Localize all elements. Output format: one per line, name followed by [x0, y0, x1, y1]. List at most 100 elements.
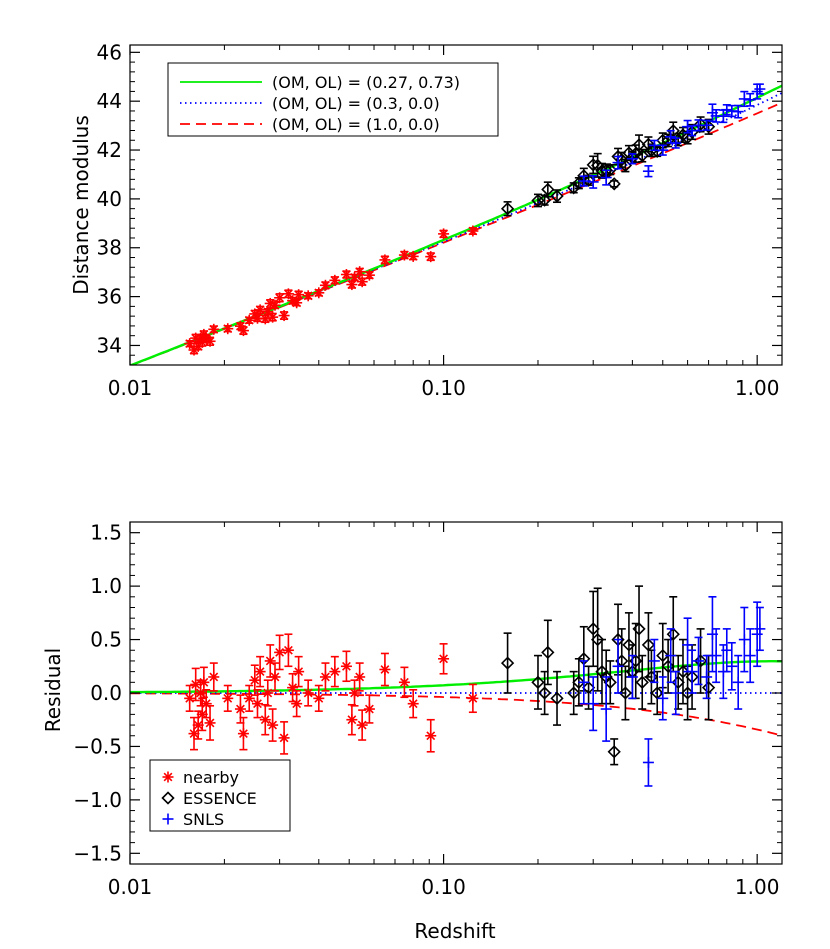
- bottom-point-snls: [693, 655, 705, 667]
- bottom-point-snls: [600, 703, 612, 715]
- top-point-nearby: [208, 323, 220, 335]
- top-point-snls: [717, 110, 729, 122]
- bottom-point-essence: [567, 686, 581, 700]
- bottom-point-nearby: [313, 692, 325, 704]
- bottom-point-essence: [661, 659, 675, 673]
- top-point-essence: [537, 193, 552, 207]
- top-point-nearby: [293, 289, 305, 301]
- top-point-essence: [550, 189, 564, 203]
- bottom-point-snls: [665, 650, 677, 662]
- bottom-point-nearby: [363, 703, 375, 715]
- bottom-errorbar-essence: [638, 654, 647, 710]
- bottom-point-nearby: [287, 682, 299, 694]
- bottom-errorbar-essence: [533, 654, 542, 710]
- bottom-point-snls: [670, 687, 682, 699]
- top-x-tick-label: 0.10: [421, 376, 466, 400]
- bottom-y-tick-label: 1.5: [90, 521, 122, 545]
- bottom-errorbar-essence: [569, 670, 578, 716]
- bottom-x-tick-label: 0.01: [108, 875, 153, 899]
- bottom-point-nearby: [198, 676, 210, 688]
- bottom-point-nearby: [269, 671, 281, 683]
- sample-legend: nearby ESSENCE SNLS: [149, 759, 291, 832]
- bottom-point-essence: [607, 745, 621, 759]
- top-point-snls: [732, 106, 744, 118]
- bottom-point-nearby: [190, 678, 202, 690]
- bottom-point-nearby: [234, 703, 246, 715]
- top-point-nearby: [313, 287, 325, 299]
- bottom-point-snls: [578, 676, 590, 688]
- bottom-point-snls: [642, 756, 654, 768]
- bottom-point-snls: [701, 671, 713, 683]
- top-point-nearby: [282, 288, 294, 300]
- top-point-nearby: [302, 290, 314, 302]
- bottom-data-points: [184, 585, 766, 787]
- bottom-point-nearby: [425, 730, 437, 742]
- bottom-point-nearby: [184, 692, 196, 704]
- top-point-snls: [578, 175, 590, 187]
- top-point-nearby: [222, 323, 234, 335]
- bottom-point-essence: [618, 686, 633, 700]
- top-point-snls: [754, 83, 766, 95]
- legend-marker-snls: [162, 813, 174, 825]
- bottom-axes: 0.01 0.10 1.00 −1.5 −1.0 −0.5 0.0 0.5 1.0 1.5: [73, 521, 782, 899]
- top-point-nearby: [340, 269, 352, 281]
- top-plot-frame: [129, 44, 783, 366]
- top-point-essence: [567, 181, 581, 195]
- top-point-snls: [738, 93, 750, 105]
- bottom-point-nearby: [237, 728, 249, 740]
- top-point-snls: [751, 86, 763, 98]
- bottom-point-snls: [686, 666, 698, 678]
- legend-label-solid: (OM, OL) = (0.27, 0.73): [272, 73, 460, 92]
- top-y-tick-label: 40: [97, 187, 122, 211]
- model-legend: (OM, OL) = (0.27, 0.73) (OM, OL) = (0.3, …: [167, 62, 499, 137]
- top-y-axis-label: Distance modulus: [69, 115, 93, 295]
- bottom-point-essence: [572, 675, 586, 689]
- x-axis-label: Redshift: [414, 919, 495, 943]
- bottom-point-snls: [726, 660, 738, 672]
- bottom-point-essence: [656, 648, 670, 663]
- bottom-point-snls: [721, 644, 733, 656]
- bottom-y-tick-label: −0.5: [73, 734, 122, 758]
- bottom-errorbar-essence: [543, 619, 552, 686]
- bottom-errorbar-essence: [589, 590, 598, 668]
- bottom-point-essence: [632, 622, 646, 636]
- top-axes: 0.01 0.10 1.00 34 36 38 40 42 44 46: [97, 40, 782, 400]
- bottom-point-snls: [612, 660, 624, 672]
- top-point-essence: [500, 202, 515, 216]
- top-point-nearby: [254, 304, 266, 316]
- bottom-errorbar-essence: [704, 654, 713, 721]
- bottom-point-snls: [744, 650, 756, 662]
- bottom-point-nearby: [356, 719, 368, 731]
- top-y-tick-label: 44: [97, 89, 122, 113]
- top-y-tick-label: 42: [97, 138, 122, 162]
- bottom-point-nearby: [251, 698, 263, 710]
- bottom-point-nearby: [438, 653, 450, 665]
- bottom-point-essence: [622, 638, 636, 652]
- bottom-point-nearby: [267, 719, 279, 731]
- top-point-nearby: [237, 325, 249, 337]
- bottom-point-nearby: [254, 666, 266, 678]
- legend-label-dashed: (OM, OL) = (1.0, 0.0): [272, 115, 440, 134]
- bottom-point-nearby: [243, 692, 255, 704]
- top-point-essence: [641, 137, 656, 151]
- bottom-point-nearby: [291, 698, 303, 710]
- bottom-point-snls: [682, 639, 694, 651]
- bottom-point-nearby: [208, 671, 220, 683]
- top-point-essence: [632, 138, 646, 152]
- bottom-point-nearby: [340, 660, 352, 672]
- bottom-point-essence: [541, 645, 555, 660]
- top-y-tick-label: 46: [97, 40, 122, 64]
- bottom-y-tick-label: 1.0: [90, 574, 122, 598]
- bottom-point-nearby: [249, 674, 261, 686]
- top-point-nearby: [363, 269, 375, 281]
- bottom-point-essence: [693, 654, 708, 668]
- top-point-snls: [587, 176, 599, 188]
- top-point-snls: [665, 131, 677, 143]
- top-point-nearby: [204, 335, 216, 347]
- bottom-point-essence: [671, 675, 685, 689]
- bottom-point-essence: [591, 632, 605, 647]
- top-y-tick-label: 34: [97, 333, 122, 357]
- bottom-y-tick-label: −1.5: [73, 841, 122, 865]
- top-point-nearby: [379, 254, 391, 266]
- bottom-point-nearby: [278, 732, 290, 744]
